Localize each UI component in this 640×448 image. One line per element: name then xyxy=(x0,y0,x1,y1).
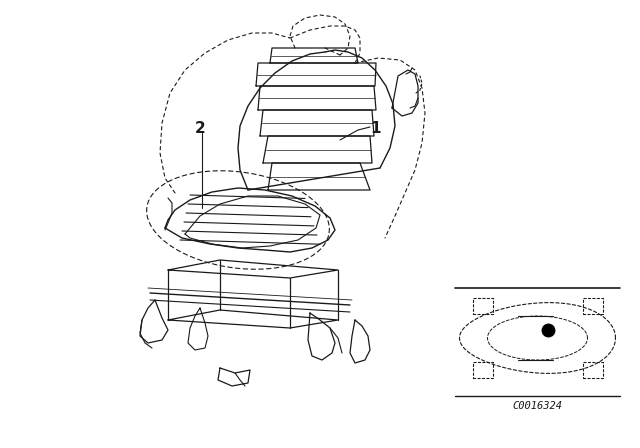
Text: C0016324: C0016324 xyxy=(513,401,563,411)
Text: 1: 1 xyxy=(370,121,381,135)
Text: 2: 2 xyxy=(195,121,205,135)
